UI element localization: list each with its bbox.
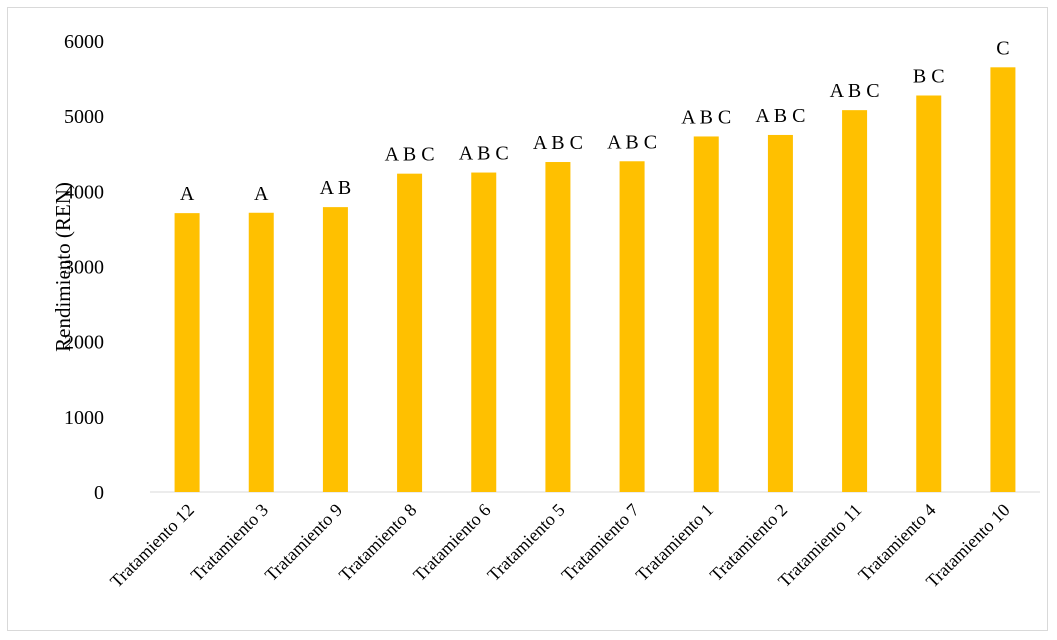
bar [916,95,941,492]
x-tick-label: Tratamiento 6 [409,500,494,585]
x-tick-label: Tratamiento 12 [106,500,198,592]
bar [990,67,1015,492]
bar [249,213,274,492]
bar [620,161,645,492]
significance-label: A B C [830,80,880,102]
x-tick-label: Tratamiento 9 [261,500,346,585]
bars [175,67,1016,492]
y-axis-ticks: 0 1000 2000 3000 4000 5000 6000 [64,31,104,504]
bar [545,162,570,492]
significance-label: A B C [681,106,731,128]
significance-label: A [180,183,195,205]
significance-label: A B C [459,143,509,165]
significance-label: B C [913,65,945,87]
significance-label: A B C [755,105,805,127]
y-tick-label: 0 [94,482,104,504]
x-tick-label: Tratamiento 3 [187,500,272,585]
x-tick-label: Tratamiento 5 [483,500,568,585]
y-tick-label: 5000 [64,106,104,128]
x-tick-label: Tratamiento 1 [632,500,717,585]
bar [397,174,422,492]
bar [471,173,496,492]
significance-label: A B [320,177,352,199]
y-tick-label: 4000 [64,181,104,203]
y-tick-label: 1000 [64,407,104,429]
significance-labels: A A A B A B C A B C A B C A B C A B C A B C A B C… [180,37,1010,205]
significance-label: A B C [533,132,583,154]
bar [323,207,348,492]
y-tick-label: 6000 [64,31,104,53]
significance-label: C [996,37,1009,59]
x-tick-label: Tratamiento 8 [335,500,420,585]
significance-label: A [254,183,269,205]
significance-label: A B C [385,144,435,166]
significance-label: A B C [607,131,657,153]
bar [842,110,867,492]
y-tick-label: 3000 [64,257,104,279]
x-tick-label: Tratamiento 7 [557,500,642,585]
bar [694,136,719,492]
bar [175,213,200,492]
bar [768,135,793,492]
y-tick-label: 2000 [64,332,104,354]
